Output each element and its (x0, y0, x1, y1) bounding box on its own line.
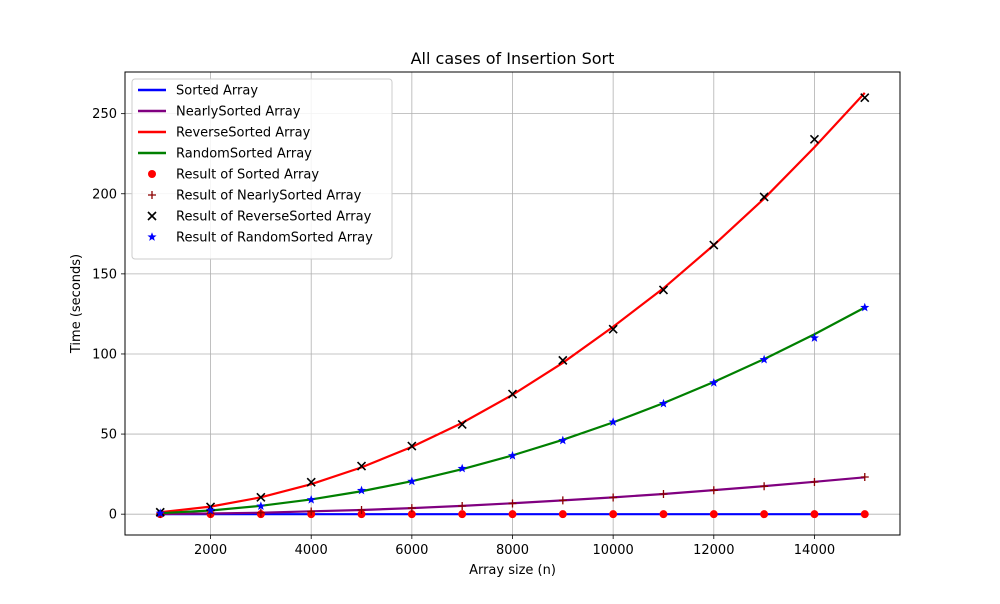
data-point (609, 493, 618, 502)
data-point (709, 510, 718, 519)
data-point (407, 441, 417, 451)
data-point (205, 505, 216, 515)
y-tick-label: 50 (100, 428, 117, 443)
data-point (357, 506, 366, 515)
x-tick-label: 14000 (794, 543, 835, 558)
data-point (357, 510, 366, 519)
y-tick-label: 100 (92, 347, 117, 362)
data-point (458, 502, 467, 511)
data-point (507, 389, 518, 399)
series-points-result-of-reversesorted-array (155, 93, 870, 517)
data-point (659, 510, 668, 519)
data-point (457, 463, 467, 473)
series-points-result-of-sorted-array (156, 510, 869, 519)
data-point (709, 378, 719, 387)
data-point (558, 355, 568, 365)
legend-label: Result of RandomSorted Array (176, 231, 373, 246)
legend: Sorted Array NearlySorted Array ReverseSor… (131, 78, 393, 260)
data-point (356, 485, 367, 495)
data-point (558, 496, 567, 505)
data-point (759, 354, 769, 364)
x-tick-label: 4000 (295, 543, 328, 558)
legend-swatch (148, 191, 156, 199)
series-layer (155, 92, 870, 519)
series-points-result-of-randomsorted-array (155, 302, 870, 518)
data-point (860, 93, 870, 103)
data-point (306, 477, 316, 487)
data-point (659, 489, 668, 498)
legend-swatch (147, 232, 157, 241)
data-point (457, 419, 467, 430)
data-point (609, 510, 618, 519)
data-point (155, 508, 165, 518)
y-tick-label: 250 (92, 107, 117, 122)
data-point (809, 333, 820, 342)
legend-box (131, 78, 393, 260)
y-axis-label: Time (seconds) (69, 254, 84, 354)
data-point (860, 473, 869, 482)
data-point (407, 476, 417, 486)
data-point (458, 510, 467, 519)
data-point (508, 510, 517, 519)
data-point (608, 324, 618, 334)
data-point (256, 501, 266, 511)
y-tick-label: 0 (109, 508, 117, 523)
data-point (407, 510, 416, 519)
data-point (709, 240, 719, 250)
data-point (658, 398, 669, 408)
y-tick-label: 150 (92, 267, 117, 282)
legend-label: Result of ReverseSorted Array (176, 210, 372, 225)
data-point (608, 417, 618, 426)
data-point (306, 494, 316, 504)
data-point (407, 504, 416, 513)
data-point (860, 510, 869, 519)
data-point (658, 285, 669, 295)
data-point (810, 477, 819, 486)
legend-label: Result of NearlySorted Array (176, 189, 362, 204)
legend-label: ReverseSorted Array (176, 126, 311, 141)
data-point (760, 482, 769, 491)
x-tick-label: 10000 (592, 543, 633, 558)
x-axis-label: Array size (n) (469, 563, 556, 578)
data-point (760, 510, 769, 519)
legend-label: Result of Sorted Array (176, 168, 319, 183)
data-point (558, 435, 568, 445)
series-points-result-of-nearlysorted-array (156, 473, 869, 519)
legend-label: Sorted Array (176, 84, 258, 99)
data-point (256, 508, 265, 517)
data-point (759, 192, 769, 202)
data-point (558, 510, 567, 519)
data-point (709, 486, 718, 495)
legend-label: RandomSorted Array (176, 147, 312, 162)
data-point (508, 499, 517, 508)
data-point (356, 461, 367, 471)
data-point (307, 507, 316, 516)
chart-title: All cases of Insertion Sort (411, 49, 615, 68)
y-tick-label: 200 (92, 187, 117, 202)
x-tick-label: 12000 (693, 543, 734, 558)
data-point (809, 134, 820, 144)
data-point (256, 492, 266, 502)
data-point (507, 450, 518, 460)
ticks: 2000 4000 6000 8000 10000 12000 14000 0 50 100 150… (92, 107, 835, 558)
legend-swatch (148, 170, 156, 178)
x-tick-label: 8000 (496, 543, 529, 558)
x-tick-label: 2000 (194, 543, 227, 558)
data-point (810, 510, 819, 519)
data-point (860, 302, 870, 312)
x-tick-label: 6000 (395, 543, 428, 558)
legend-label: NearlySorted Array (176, 105, 301, 120)
legend-swatch (147, 211, 157, 221)
